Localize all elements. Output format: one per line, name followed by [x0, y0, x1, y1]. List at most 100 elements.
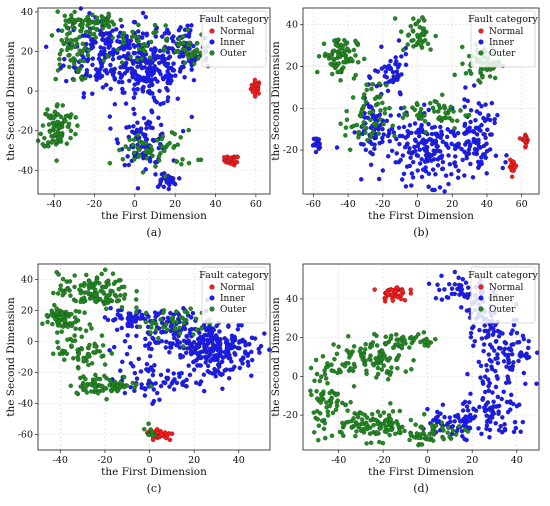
legend-label: Normal — [220, 283, 254, 293]
data-point — [165, 142, 170, 148]
data-point — [493, 368, 498, 374]
data-point — [75, 123, 80, 128]
data-point — [368, 162, 374, 168]
data-point — [491, 404, 497, 409]
data-point — [362, 56, 367, 62]
data-point — [56, 272, 61, 277]
data-point — [329, 433, 335, 438]
data-point — [513, 425, 519, 431]
data-point — [468, 330, 474, 336]
data-point — [439, 420, 445, 425]
legend-title: Fault category — [468, 14, 538, 25]
data-point — [389, 148, 395, 154]
data-point — [157, 54, 163, 60]
data-point — [315, 396, 320, 401]
data-point — [425, 343, 431, 349]
data-point — [367, 431, 373, 436]
data-point — [484, 141, 489, 146]
data-point — [371, 114, 377, 120]
data-point — [408, 291, 414, 296]
data-point — [73, 115, 78, 120]
data-point — [131, 150, 137, 155]
data-point — [335, 370, 340, 376]
data-point — [175, 96, 181, 101]
data-point — [139, 35, 145, 40]
data-point — [346, 334, 351, 339]
data-point — [135, 186, 141, 191]
data-point — [70, 338, 75, 344]
legend-marker — [209, 28, 215, 34]
data-point — [122, 292, 128, 297]
x-axis-label: the First Dimension — [368, 466, 474, 478]
data-point — [440, 402, 446, 408]
data-point — [368, 150, 373, 155]
data-point — [460, 408, 466, 413]
data-point — [476, 164, 482, 169]
data-point — [69, 343, 74, 348]
data-point — [442, 105, 447, 111]
data-point — [459, 146, 464, 152]
data-point — [175, 49, 181, 55]
legend-marker — [478, 306, 484, 312]
data-point — [387, 138, 393, 144]
data-point — [315, 69, 320, 75]
data-point — [148, 383, 154, 389]
data-point — [144, 156, 149, 161]
data-point — [378, 93, 383, 99]
legend-label: Outer — [220, 305, 247, 315]
legend-marker — [478, 295, 484, 301]
data-point — [199, 326, 204, 331]
data-point — [186, 338, 192, 343]
data-point — [423, 130, 429, 135]
data-point — [201, 372, 207, 377]
data-point — [351, 76, 357, 81]
data-point — [94, 77, 99, 82]
data-point — [534, 381, 539, 386]
data-point — [131, 87, 137, 92]
data-point — [431, 148, 436, 153]
data-point — [351, 47, 357, 53]
data-point — [63, 23, 68, 28]
data-point — [384, 429, 389, 435]
data-point — [431, 157, 437, 162]
data-point — [476, 426, 481, 431]
data-point — [346, 360, 351, 366]
data-point — [194, 327, 199, 333]
data-point — [111, 281, 117, 287]
data-point — [377, 116, 383, 122]
data-point — [442, 287, 447, 292]
data-point — [87, 28, 93, 33]
data-point — [452, 72, 457, 78]
data-point — [64, 141, 70, 146]
legend-title: Fault category — [199, 14, 269, 25]
data-point — [332, 356, 337, 362]
data-point — [111, 381, 116, 387]
data-point — [149, 321, 155, 326]
data-point — [479, 431, 484, 437]
data-point — [188, 306, 193, 311]
data-point — [99, 271, 104, 277]
data-point — [120, 156, 126, 162]
data-point — [175, 142, 180, 147]
data-point — [97, 376, 103, 382]
data-point — [81, 94, 86, 100]
data-point — [381, 121, 386, 127]
data-point — [470, 325, 475, 331]
data-point — [66, 53, 71, 58]
data-point — [165, 368, 171, 373]
data-point — [468, 119, 473, 125]
data-point — [137, 46, 142, 52]
data-point — [526, 338, 531, 344]
data-point — [45, 107, 50, 112]
data-point — [100, 343, 106, 348]
data-point — [166, 431, 172, 436]
data-point — [489, 132, 494, 137]
data-point — [140, 89, 146, 94]
data-point — [373, 134, 378, 139]
data-point — [482, 323, 487, 328]
data-point — [100, 15, 106, 21]
data-point — [399, 177, 405, 182]
data-point — [526, 345, 531, 351]
data-point — [364, 426, 370, 432]
data-point — [474, 132, 480, 137]
